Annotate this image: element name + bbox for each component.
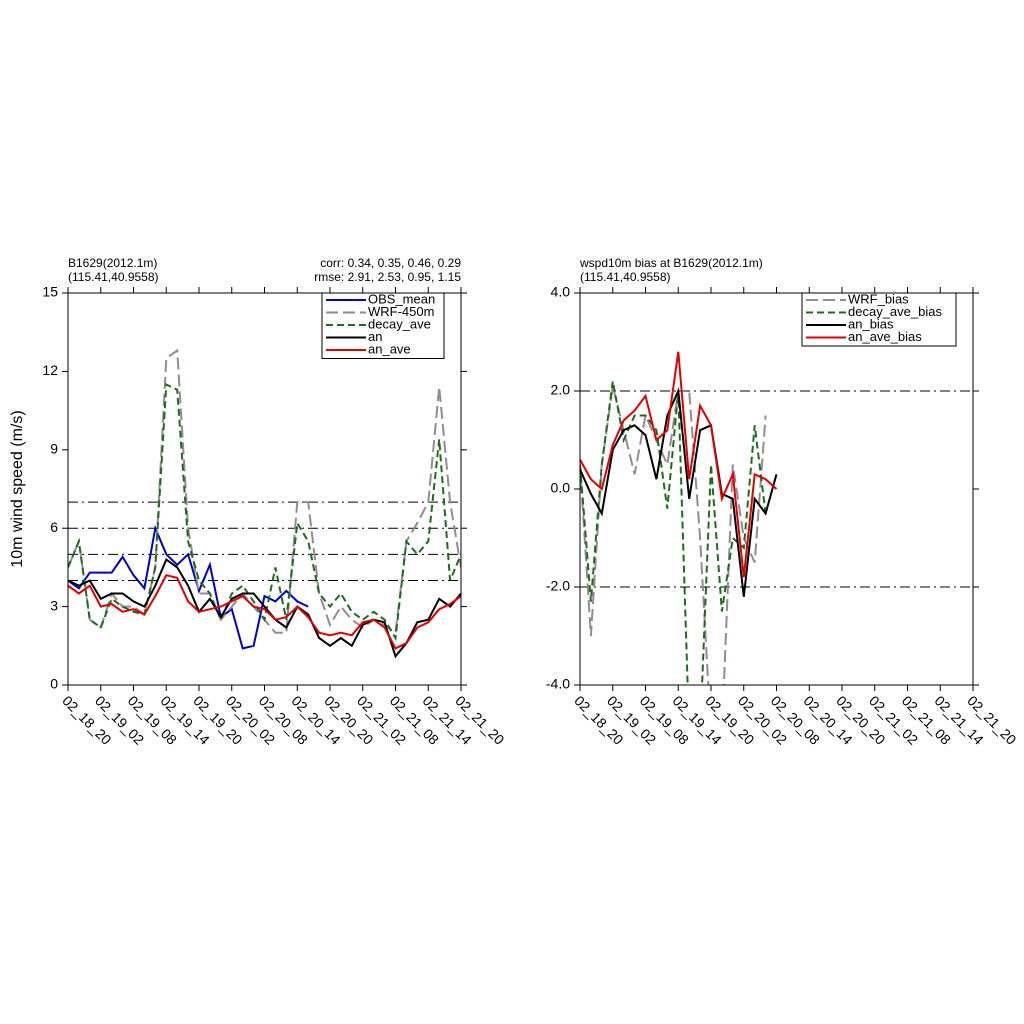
legend-label: an_ave (368, 341, 411, 356)
series-line (580, 381, 767, 685)
chart-title: B1629(2012.1m) (68, 256, 157, 270)
series-line (580, 351, 778, 578)
series-line (68, 382, 461, 642)
stats-text: corr: 0.34, 0.35, 0.46, 0.29 (320, 256, 461, 270)
series-line (580, 387, 778, 597)
legend-label: an_ave_bias (848, 329, 922, 344)
chart-subtitle: (115.41,40.9558) (580, 270, 671, 284)
series-line (68, 558, 461, 659)
y-axis-label: 10m wind speed (m/s) (9, 410, 26, 567)
legend-label: OBS_mean (368, 291, 435, 306)
y-tick-label: 9 (50, 441, 58, 457)
chart-subtitle: (115.41,40.9558) (68, 270, 159, 284)
stats-text: rmse: 2.91, 2.53, 0.95, 1.15 (314, 270, 461, 284)
y-tick-label: 0 (50, 676, 58, 692)
y-tick-label: 4.0 (551, 284, 571, 300)
y-tick-label: -2.0 (546, 578, 570, 594)
series-line (68, 574, 461, 650)
chart-title: wspd10m bias at B1629(2012.1m) (579, 256, 763, 270)
legend-label: WRF_bias (848, 291, 909, 306)
y-tick-label: -4.0 (546, 676, 570, 692)
legend-label: WRF-450m (368, 304, 434, 319)
y-tick-label: 15 (42, 284, 58, 300)
y-tick-label: 0.0 (551, 480, 571, 496)
legend-label: decay_ave_bias (848, 304, 942, 319)
y-tick-label: 3 (50, 597, 58, 613)
legend-label: an (368, 329, 382, 344)
plot-frame (579, 292, 974, 686)
legend-label: an_bias (848, 316, 894, 331)
legend-label: decay_ave (368, 316, 431, 331)
legend-box (801, 292, 957, 347)
y-tick-label: 2.0 (551, 382, 571, 398)
y-tick-label: 6 (50, 519, 58, 535)
plot-frame (67, 292, 462, 686)
y-tick-label: 12 (42, 362, 58, 378)
